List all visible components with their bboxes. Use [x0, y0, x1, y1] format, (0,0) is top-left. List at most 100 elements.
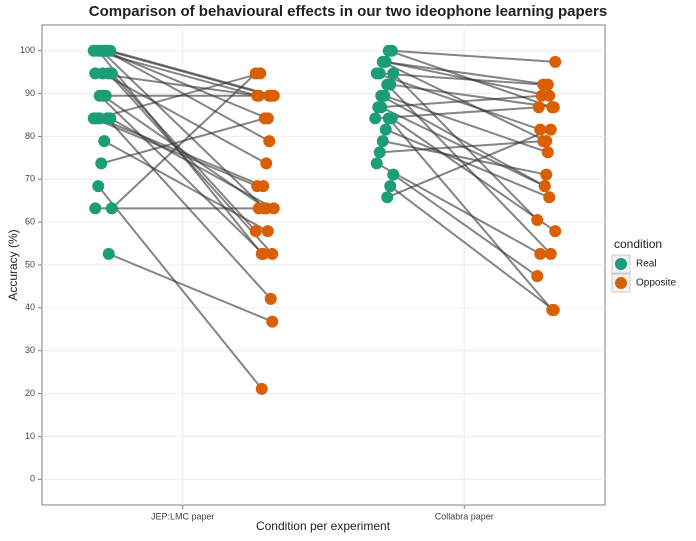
- point: [267, 202, 280, 215]
- pair-line: [386, 83, 552, 255]
- pair-line: [108, 252, 273, 323]
- point: [547, 304, 560, 316]
- point: [531, 214, 544, 226]
- y-tick-label: 80: [25, 131, 35, 141]
- point: [537, 135, 550, 148]
- point: [382, 44, 395, 57]
- pair-line: [378, 94, 542, 109]
- y-tick-label: 20: [25, 388, 35, 398]
- x-axis-title: Condition per experiment: [256, 519, 391, 533]
- point: [381, 191, 394, 204]
- pair-line: [386, 128, 552, 199]
- point: [92, 180, 105, 193]
- x-tick-label: JEP:LMC paper: [151, 511, 215, 521]
- pair-line: [391, 49, 556, 63]
- point: [261, 225, 274, 238]
- point: [264, 292, 277, 305]
- y-tick-label: 100: [20, 45, 35, 55]
- grid: [38, 25, 605, 509]
- point: [538, 180, 551, 193]
- y-tick-label: 10: [25, 431, 35, 441]
- point: [541, 78, 554, 91]
- pair-line: [376, 162, 541, 255]
- x-tick-label: Collabra paper: [435, 511, 494, 521]
- pair-line: [379, 72, 544, 86]
- pair-line: [95, 72, 259, 97]
- pair-line: [105, 49, 270, 143]
- points: [87, 44, 562, 395]
- point: [379, 123, 392, 136]
- pair-lines: [93, 49, 556, 390]
- point: [260, 157, 273, 170]
- point: [375, 89, 388, 102]
- point: [96, 67, 109, 80]
- point: [93, 112, 106, 125]
- pair-line: [96, 72, 261, 120]
- point: [266, 315, 279, 328]
- point: [387, 67, 400, 80]
- point: [372, 101, 385, 114]
- point: [252, 89, 265, 102]
- pair-line: [111, 72, 257, 210]
- chart-title: Comparison of behavioural effects in our…: [89, 3, 607, 20]
- point: [266, 247, 279, 260]
- point: [370, 67, 383, 80]
- pair-line: [384, 60, 548, 86]
- point: [534, 247, 547, 260]
- point: [249, 67, 262, 80]
- legend-label: Opposite: [636, 278, 676, 289]
- pair-line: [103, 49, 269, 120]
- point: [544, 247, 557, 260]
- point: [98, 135, 111, 148]
- point: [540, 168, 553, 181]
- point: [93, 89, 106, 102]
- point: [257, 180, 270, 193]
- point: [381, 78, 394, 91]
- y-tick-label: 0: [30, 474, 35, 484]
- point: [249, 225, 262, 238]
- pair-line: [382, 140, 547, 176]
- point: [95, 157, 108, 170]
- legend-title: condition: [614, 237, 662, 251]
- pair-line: [93, 117, 258, 188]
- point: [384, 180, 397, 193]
- pair-line: [103, 140, 269, 233]
- point: [263, 89, 276, 102]
- point: [252, 202, 265, 215]
- point: [549, 225, 562, 238]
- point: [532, 101, 545, 114]
- point: [549, 55, 562, 68]
- pair-line: [102, 72, 267, 165]
- pair-line: [389, 185, 555, 311]
- point: [257, 247, 270, 260]
- point: [387, 168, 400, 181]
- pair-line: [99, 94, 264, 255]
- point: [102, 247, 115, 260]
- point: [547, 101, 560, 114]
- point: [544, 123, 557, 136]
- point: [369, 112, 382, 125]
- point: [89, 202, 102, 215]
- legend-swatch: [615, 277, 627, 289]
- y-tick-label: 50: [25, 259, 35, 269]
- point: [99, 44, 112, 57]
- point: [541, 146, 554, 159]
- point: [376, 135, 389, 148]
- point: [263, 135, 276, 148]
- pair-line: [106, 49, 272, 97]
- point: [373, 146, 386, 159]
- point: [531, 270, 544, 283]
- pair-line: [391, 117, 556, 232]
- y-tick-label: 70: [25, 174, 35, 184]
- point: [378, 55, 391, 68]
- point: [382, 112, 395, 125]
- point: [255, 382, 268, 395]
- point: [370, 157, 383, 170]
- pair-line: [99, 117, 264, 188]
- y-tick-label: 90: [25, 88, 35, 98]
- pair-line: [380, 94, 546, 188]
- point: [258, 112, 271, 125]
- point: [535, 89, 548, 102]
- pair-line: [375, 106, 539, 120]
